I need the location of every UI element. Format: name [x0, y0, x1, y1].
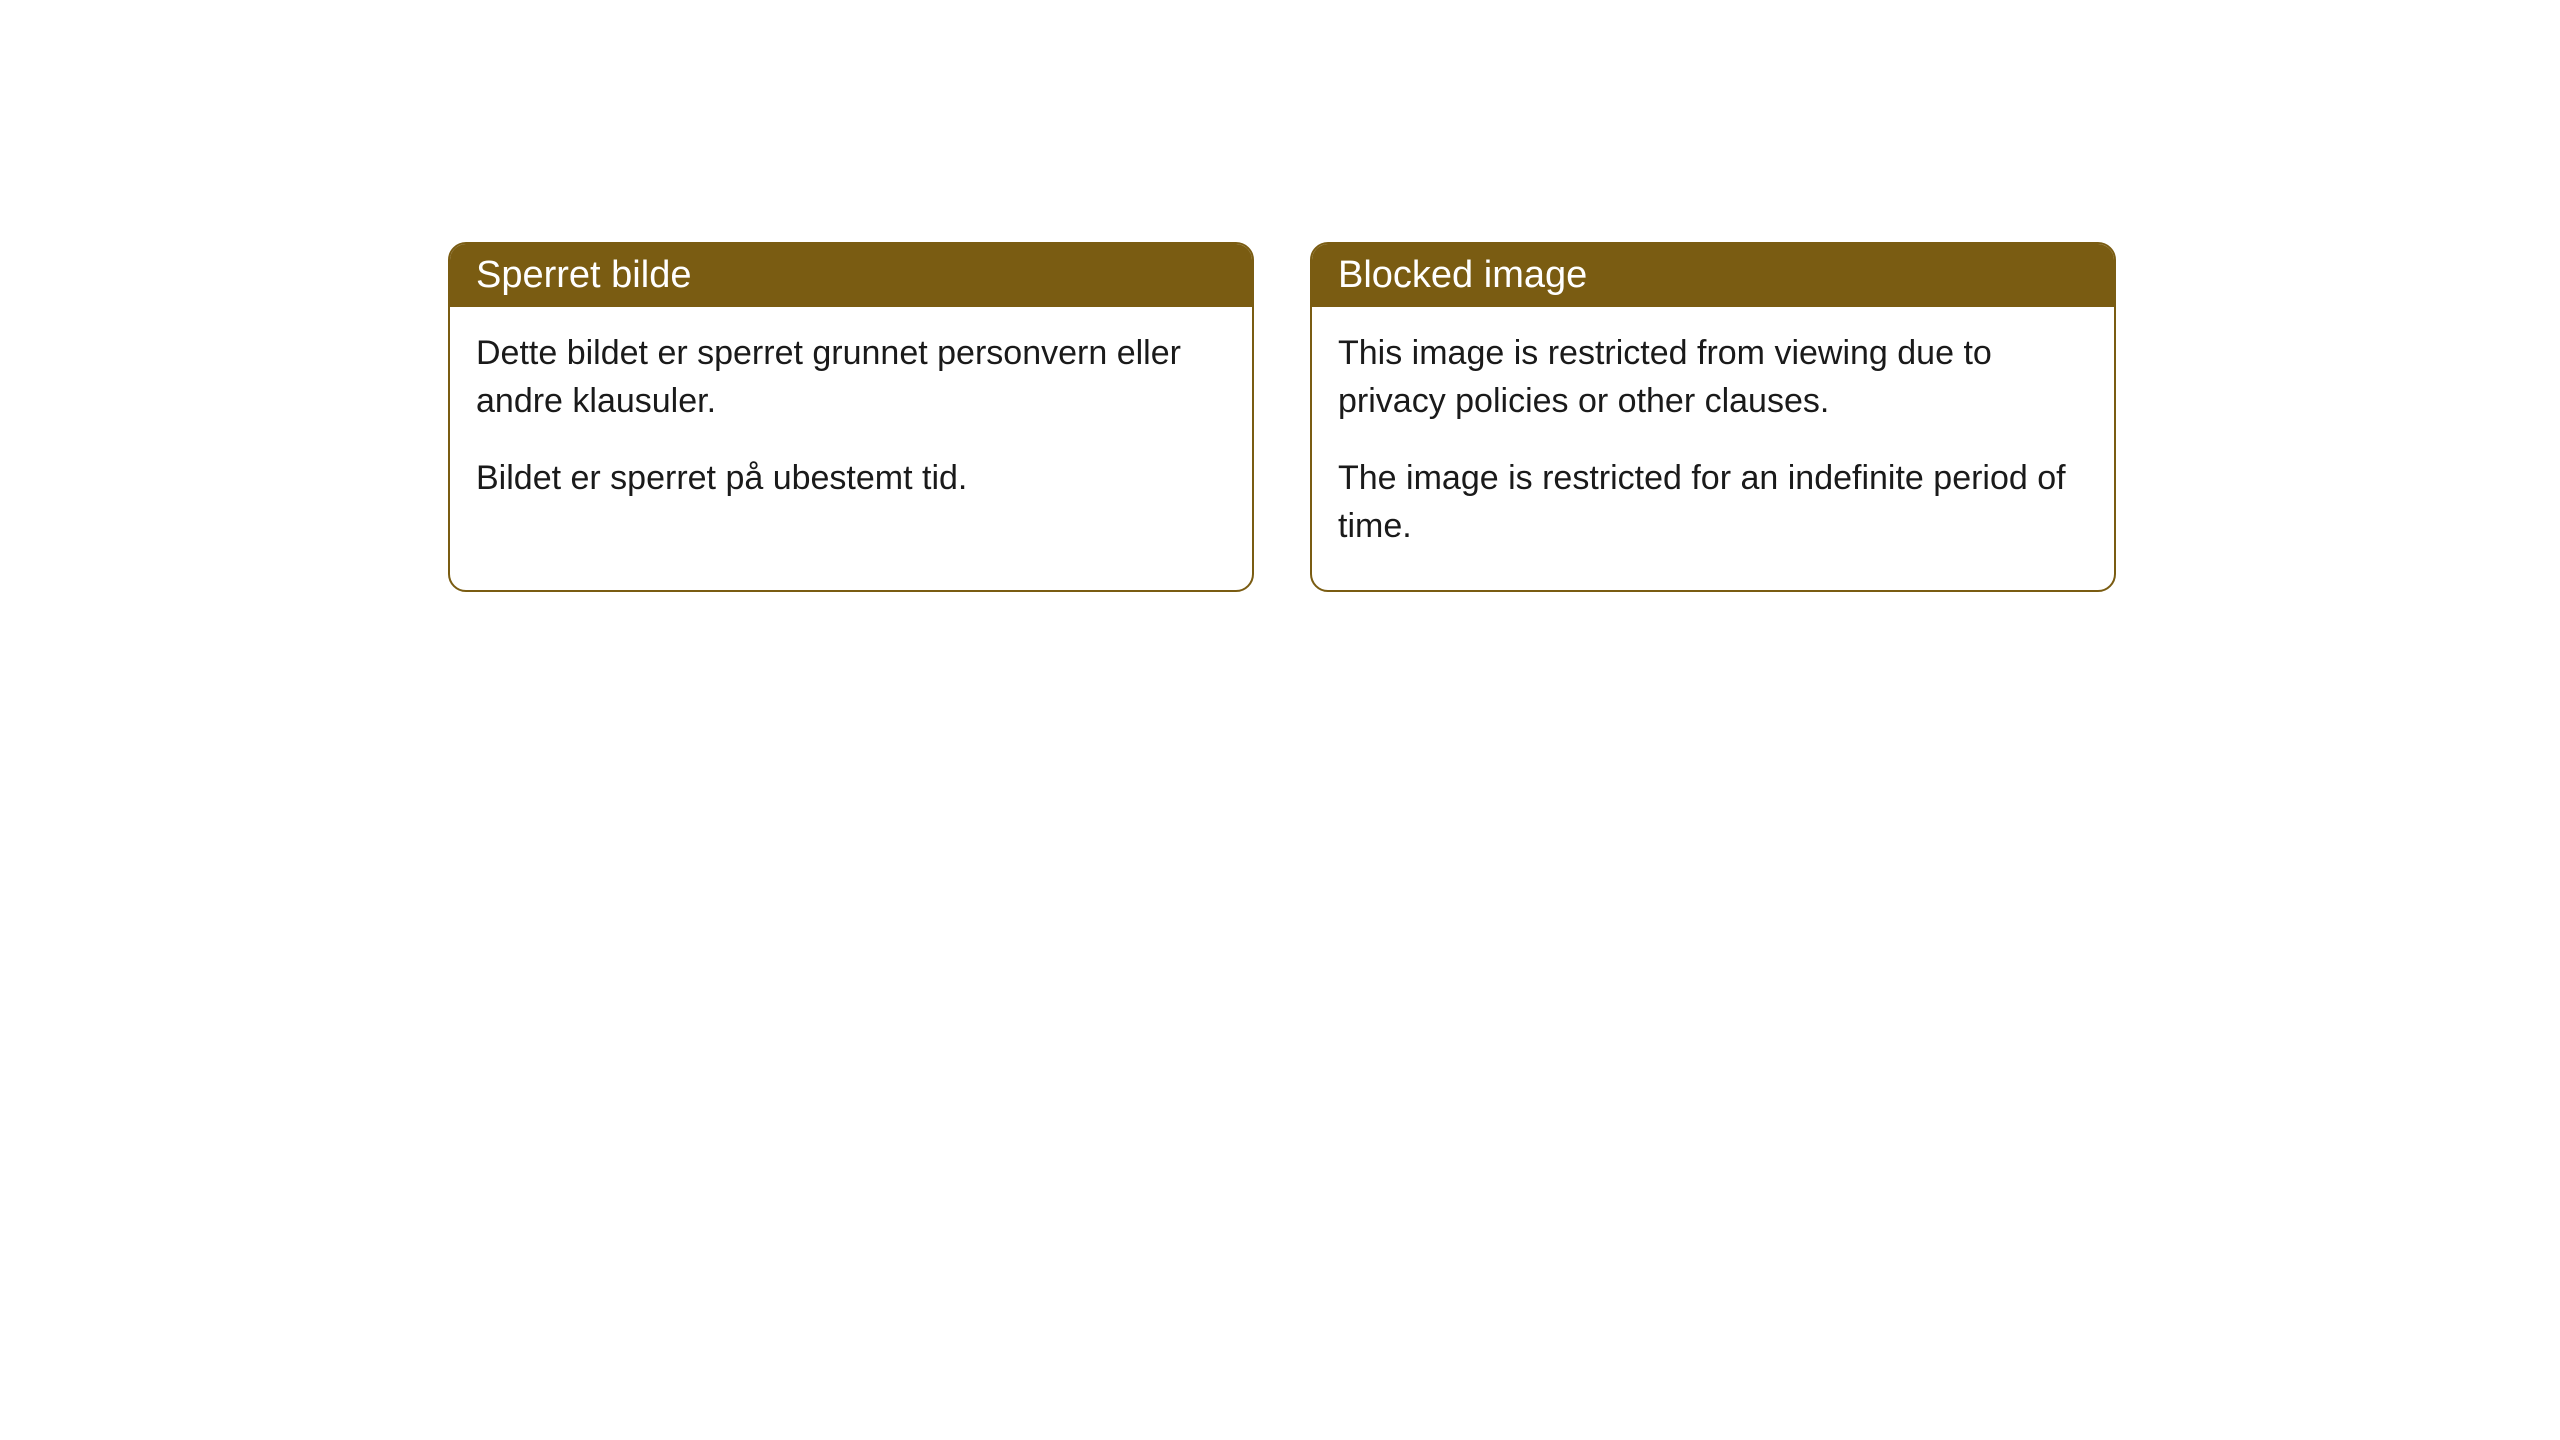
blocked-image-card-norwegian: Sperret bilde Dette bildet er sperret gr…: [448, 242, 1254, 592]
card-body: This image is restricted from viewing du…: [1312, 307, 2114, 590]
card-paragraph: The image is restricted for an indefinit…: [1338, 454, 2088, 551]
card-paragraph: Dette bildet er sperret grunnet personve…: [476, 329, 1226, 426]
card-title: Sperret bilde: [476, 254, 691, 296]
card-body: Dette bildet er sperret grunnet personve…: [450, 307, 1252, 542]
notice-cards-container: Sperret bilde Dette bildet er sperret gr…: [448, 242, 2116, 592]
blocked-image-card-english: Blocked image This image is restricted f…: [1310, 242, 2116, 592]
card-header: Sperret bilde: [450, 244, 1252, 307]
card-paragraph: This image is restricted from viewing du…: [1338, 329, 2088, 426]
card-title: Blocked image: [1338, 254, 1587, 296]
card-header: Blocked image: [1312, 244, 2114, 307]
card-paragraph: Bildet er sperret på ubestemt tid.: [476, 454, 1226, 502]
